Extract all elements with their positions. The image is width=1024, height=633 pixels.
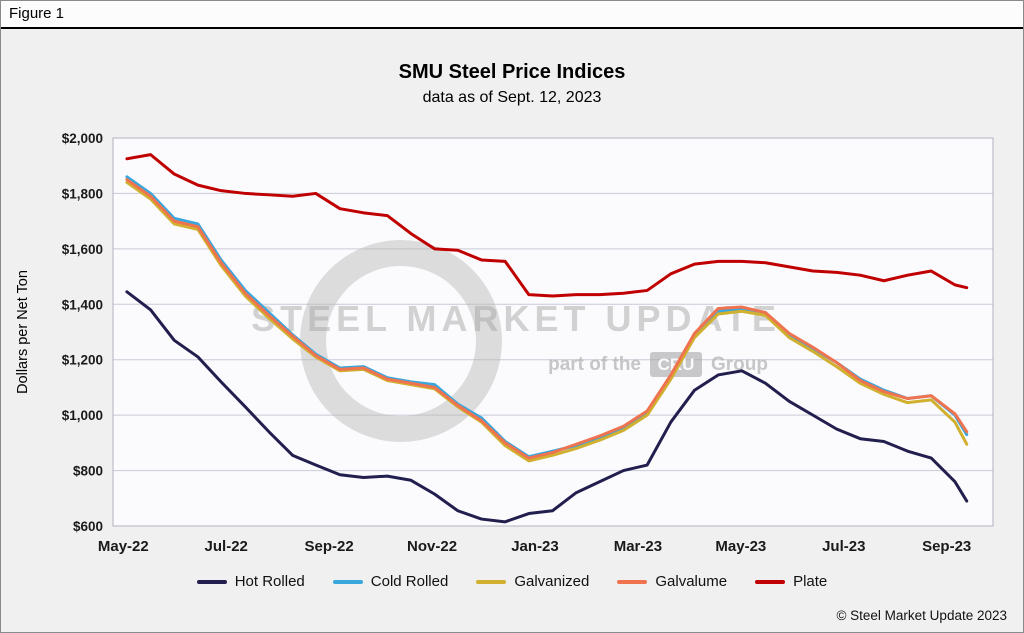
series-line-plate <box>125 153 969 298</box>
legend-swatch <box>755 579 786 584</box>
chart-title: SMU Steel Price Indices <box>398 61 626 83</box>
y-tick-label: $600 <box>73 519 103 534</box>
legend-label: Plate <box>793 573 828 590</box>
x-tick-label: Nov-22 <box>407 538 457 555</box>
x-tick-label: Jul-23 <box>822 538 865 555</box>
y-axis-title: Dollars per Net Ton <box>15 270 31 394</box>
watermark-subtext-prefix: part of the <box>548 354 641 375</box>
legend-item-galvalume: Galvalume <box>617 573 727 590</box>
x-tick-label: Sep-22 <box>305 538 354 555</box>
plot-border <box>112 137 994 527</box>
y-tick-label: $2,000 <box>62 131 103 146</box>
series-line-galvanized <box>125 180 969 463</box>
y-tick-label: $1,000 <box>62 408 103 423</box>
watermark-subtext-suffix: Group <box>711 354 768 375</box>
x-axis-labels: May-22 Jul-22 Sep-22 Nov-22 Jan-23 Mar-23 May-… <box>98 538 971 555</box>
series-line-hot-rolled <box>125 290 969 524</box>
plot-area <box>113 138 993 526</box>
legend-label: Galvalume <box>655 573 728 590</box>
legend-swatch <box>476 579 507 584</box>
y-tick-label: $1,200 <box>62 353 103 368</box>
watermark-text: STEEL MARKET UPDATE <box>251 298 781 339</box>
legend-label: Cold Rolled <box>370 573 449 590</box>
chart-legend: Hot Rolled Cold Rolled Galvanized Galvalume… <box>1 573 1023 590</box>
legend-item-plate: Plate <box>755 573 827 590</box>
legend-swatch <box>332 579 363 584</box>
y-axis-labels: $600 $800 $1,000 $1,200 $1,400 $1,600 $1,800 $2… <box>62 131 103 534</box>
y-tick-label: $1,800 <box>62 186 103 201</box>
legend-swatch <box>617 579 648 584</box>
y-tick-label: $800 <box>73 464 103 479</box>
figure-label: Figure 1 <box>9 5 65 22</box>
y-tick-label: $1,400 <box>62 297 103 312</box>
legend-item-cold-rolled: Cold Rolled <box>332 573 449 590</box>
legend-label: Hot Rolled <box>234 573 305 590</box>
x-tick-label: Sep-23 <box>922 538 971 555</box>
series-line-galvalume <box>125 178 969 460</box>
figure-header: Figure 1 <box>1 1 1023 29</box>
x-tick-label: Mar-23 <box>614 538 662 555</box>
legend-label: Galvanized <box>514 573 590 590</box>
watermark-globe-icon <box>300 240 502 442</box>
price-chart: Dollars per Net Ton $600 $800 $1,000 $1,200… <box>15 131 994 555</box>
legend-swatch <box>196 579 227 584</box>
chart-subtitle: data as of Sept. 12, 2023 <box>422 89 602 106</box>
title-block: SMU Steel Price Indices data as of Sept.… <box>1 61 1023 107</box>
legend-item-galvanized: Galvanized <box>476 573 589 590</box>
legend-item-hot-rolled: Hot Rolled <box>196 573 305 590</box>
x-tick-label: May-23 <box>715 538 766 555</box>
y-tick-label: $1,600 <box>62 242 103 257</box>
series-lines <box>125 153 969 524</box>
copyright: © Steel Market Update 2023 <box>836 608 1007 623</box>
x-tick-label: May-22 <box>98 538 149 555</box>
x-tick-label: Jan-23 <box>511 538 559 555</box>
x-tick-label: Jul-22 <box>205 538 248 555</box>
